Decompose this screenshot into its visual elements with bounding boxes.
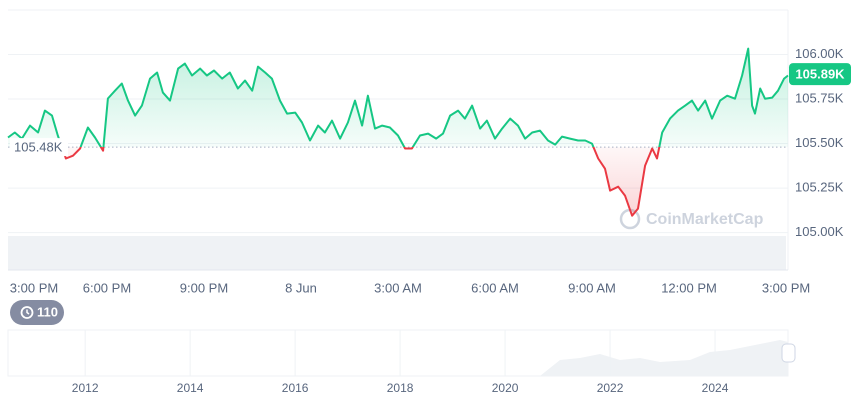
- last-price-bg: [789, 63, 851, 86]
- watermark-text: CoinMarketCap: [646, 211, 764, 228]
- x-tick-label: 3:00 AM: [374, 280, 422, 295]
- x-tick-label: 3:00 PM: [762, 280, 810, 295]
- y-tick-label: 105.25K: [795, 180, 844, 195]
- badge-bg: [10, 300, 64, 325]
- badge-text: 110: [37, 304, 58, 319]
- price-area: [8, 48, 788, 216]
- navigator-tick-label: 2020: [492, 381, 519, 395]
- badge-icon-hand: [26, 309, 30, 315]
- watermark: CoinMarketCap: [619, 208, 764, 230]
- volume-band: [8, 236, 786, 270]
- navigator-tick-label: 2012: [72, 381, 99, 395]
- navigator-tick-label: 2022: [597, 381, 624, 395]
- navigator-tick-label: 2024: [702, 381, 729, 395]
- y-tick-label: 105.50K: [795, 135, 844, 150]
- x-tick-label: 3:00 PM: [10, 280, 58, 295]
- x-tick-label: 9:00 AM: [568, 280, 616, 295]
- navigator-handle[interactable]: [781, 343, 796, 363]
- y-tick-label: 105.75K: [795, 90, 844, 105]
- history-badge[interactable]: 110: [10, 300, 64, 325]
- price-line: [7, 47, 789, 217]
- x-tick-label: 9:00 PM: [180, 280, 228, 295]
- navigator-silhouette: [8, 340, 788, 376]
- navigator-tick-label: 2018: [387, 381, 414, 395]
- x-tick-label: 6:00 AM: [471, 280, 519, 295]
- reference-label: 105.48K: [14, 140, 63, 155]
- navigator-tick-label: 2016: [282, 381, 309, 395]
- x-tick-label: 8 Jun: [285, 280, 317, 295]
- x-tick-label: 6:00 PM: [83, 280, 131, 295]
- y-tick-label: 106.00K: [795, 46, 844, 61]
- navigator-tick-label: 2014: [177, 381, 204, 395]
- last-price-label: 105.89K: [795, 67, 845, 82]
- y-tick-label: 105.00K: [795, 224, 844, 239]
- x-tick-label: 12:00 PM: [661, 280, 717, 295]
- reference-label-bg: [10, 138, 68, 157]
- badge-icon: [20, 306, 34, 319]
